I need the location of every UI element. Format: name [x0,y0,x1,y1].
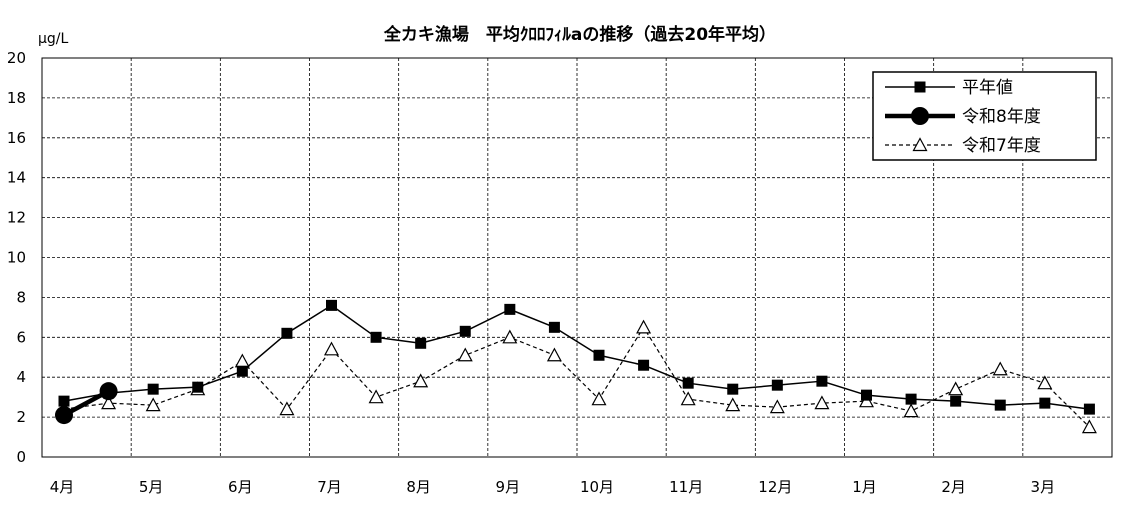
data-point [636,319,652,334]
data-point [682,377,694,389]
legend-label: 平年値 [962,78,1013,98]
data-point [591,391,607,406]
y-tick-label: 14 [7,169,26,187]
data-point [816,375,828,387]
data-point [992,361,1008,376]
x-tick-label: 4月 [50,478,75,496]
data-point [58,395,70,407]
data-point [459,325,471,337]
data-point [1039,397,1051,409]
data-point [279,401,295,416]
data-point [905,393,917,405]
x-tick-label: 1月 [852,478,877,496]
data-point [457,347,473,362]
series-line [63,304,1090,410]
y-tick-labels: 0 2 4 6 8 10 12 14 16 18 20 [7,49,26,466]
data-point [413,373,429,388]
x-tick-label: 8月 [406,478,431,496]
data-point [727,383,739,395]
x-tick-label: 6月 [228,478,253,496]
data-point [680,391,696,406]
x-tick-labels: 4月 5月 6月 7月 8月 9月 10月 11月 12月 1月 2月 3月 [50,478,1055,496]
data-point [548,321,560,333]
data-point [236,365,248,377]
legend-label: 令和8年度 [962,107,1041,127]
y-tick-label: 2 [16,408,26,426]
y-tick-label: 6 [16,328,26,346]
data-point [145,397,161,412]
data-point [55,406,73,425]
data-point [903,403,919,418]
data-point [638,359,650,371]
data-point [192,381,204,393]
data-point [994,399,1006,411]
y-tick-label: 20 [7,49,26,67]
data-point [281,327,293,339]
legend-marker [912,137,928,152]
data-point [415,337,427,349]
y-tick-label: 0 [16,448,26,466]
x-tick-label: 2月 [941,478,966,496]
y-tick-label: 10 [7,249,26,267]
y-tick-label: 16 [7,129,26,147]
data-point [326,299,337,311]
y-tick-label: 4 [16,368,26,386]
data-point [1081,419,1097,434]
x-tick-label: 10月 [580,478,614,496]
legend-marker [914,81,926,93]
x-tick-label: 9月 [496,478,521,496]
data-point [99,382,118,401]
data-point [368,389,384,404]
data-point [546,347,562,362]
x-tick-label: 11月 [669,478,703,496]
data-point [147,383,159,395]
data-point [593,349,605,361]
y-tick-label: 8 [16,288,26,306]
data-point [725,397,741,412]
chart-title: 全カキ漁場 平均ｸﾛﾛﾌｨﾙaの推移（過去20年平均） [383,24,776,45]
data-point [323,341,340,356]
data-point [502,329,518,344]
data-point [948,381,964,396]
data-point [1037,375,1053,390]
data-point [504,303,516,315]
series-1 [55,382,118,425]
legend-marker [911,107,929,125]
data-point [814,395,830,410]
data-point [101,395,117,410]
x-tick-label: 3月 [1031,478,1056,496]
data-point [370,331,382,343]
data-point [861,389,872,401]
y-tick-label: 18 [7,89,26,107]
x-tick-label: 5月 [139,478,164,496]
legend-label: 令和7年度 [962,136,1041,156]
series-layer [55,299,1097,434]
series-0 [58,299,1095,415]
data-point [771,379,783,391]
data-point [769,399,785,414]
data-point [1083,403,1095,415]
data-point [950,395,962,407]
y-tick-label: 12 [7,209,26,227]
x-tick-label: 12月 [758,478,792,496]
y-axis-unit: μg/L [38,31,69,47]
x-tick-label: 7月 [317,478,342,496]
